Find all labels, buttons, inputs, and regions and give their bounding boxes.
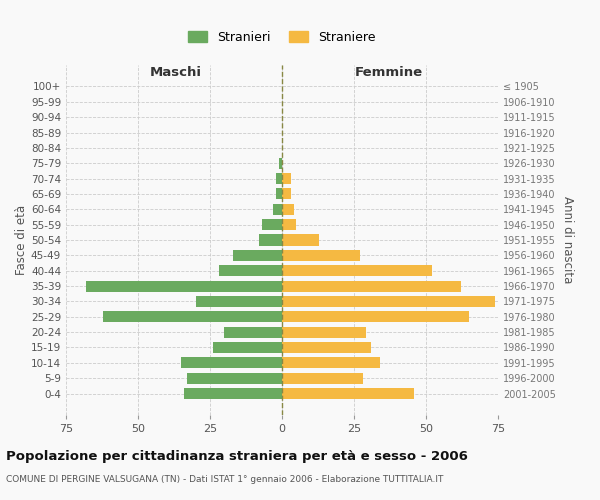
Text: Femmine: Femmine bbox=[355, 66, 422, 79]
Text: COMUNE DI PERGINE VALSUGANA (TN) - Dati ISTAT 1° gennaio 2006 - Elaborazione TUT: COMUNE DI PERGINE VALSUGANA (TN) - Dati … bbox=[6, 475, 443, 484]
Bar bbox=[282, 173, 290, 184]
Bar bbox=[282, 326, 365, 338]
Bar bbox=[224, 326, 282, 338]
Bar bbox=[282, 312, 469, 322]
Bar bbox=[279, 158, 282, 168]
Bar bbox=[86, 280, 282, 291]
Text: Popolazione per cittadinanza straniera per età e sesso - 2006: Popolazione per cittadinanza straniera p… bbox=[6, 450, 468, 463]
Bar bbox=[282, 219, 296, 230]
Bar bbox=[274, 204, 282, 215]
Bar bbox=[282, 342, 371, 353]
Bar bbox=[282, 234, 319, 246]
Bar bbox=[233, 250, 282, 261]
Bar bbox=[103, 312, 282, 322]
Bar bbox=[282, 280, 461, 291]
Bar bbox=[276, 173, 282, 184]
Y-axis label: Fasce di età: Fasce di età bbox=[15, 205, 28, 275]
Bar bbox=[282, 204, 293, 215]
Bar bbox=[282, 188, 290, 200]
Bar bbox=[282, 265, 432, 276]
Bar bbox=[218, 265, 282, 276]
Bar bbox=[184, 388, 282, 399]
Bar bbox=[282, 372, 362, 384]
Bar bbox=[276, 188, 282, 200]
Bar bbox=[213, 342, 282, 353]
Legend: Stranieri, Straniere: Stranieri, Straniere bbox=[184, 26, 380, 49]
Y-axis label: Anni di nascita: Anni di nascita bbox=[561, 196, 574, 284]
Bar bbox=[282, 250, 360, 261]
Bar bbox=[259, 234, 282, 246]
Bar bbox=[282, 358, 380, 368]
Bar bbox=[187, 372, 282, 384]
Text: Maschi: Maschi bbox=[149, 66, 202, 79]
Bar bbox=[282, 296, 495, 307]
Bar bbox=[181, 358, 282, 368]
Bar bbox=[282, 388, 415, 399]
Bar bbox=[196, 296, 282, 307]
Bar bbox=[262, 219, 282, 230]
